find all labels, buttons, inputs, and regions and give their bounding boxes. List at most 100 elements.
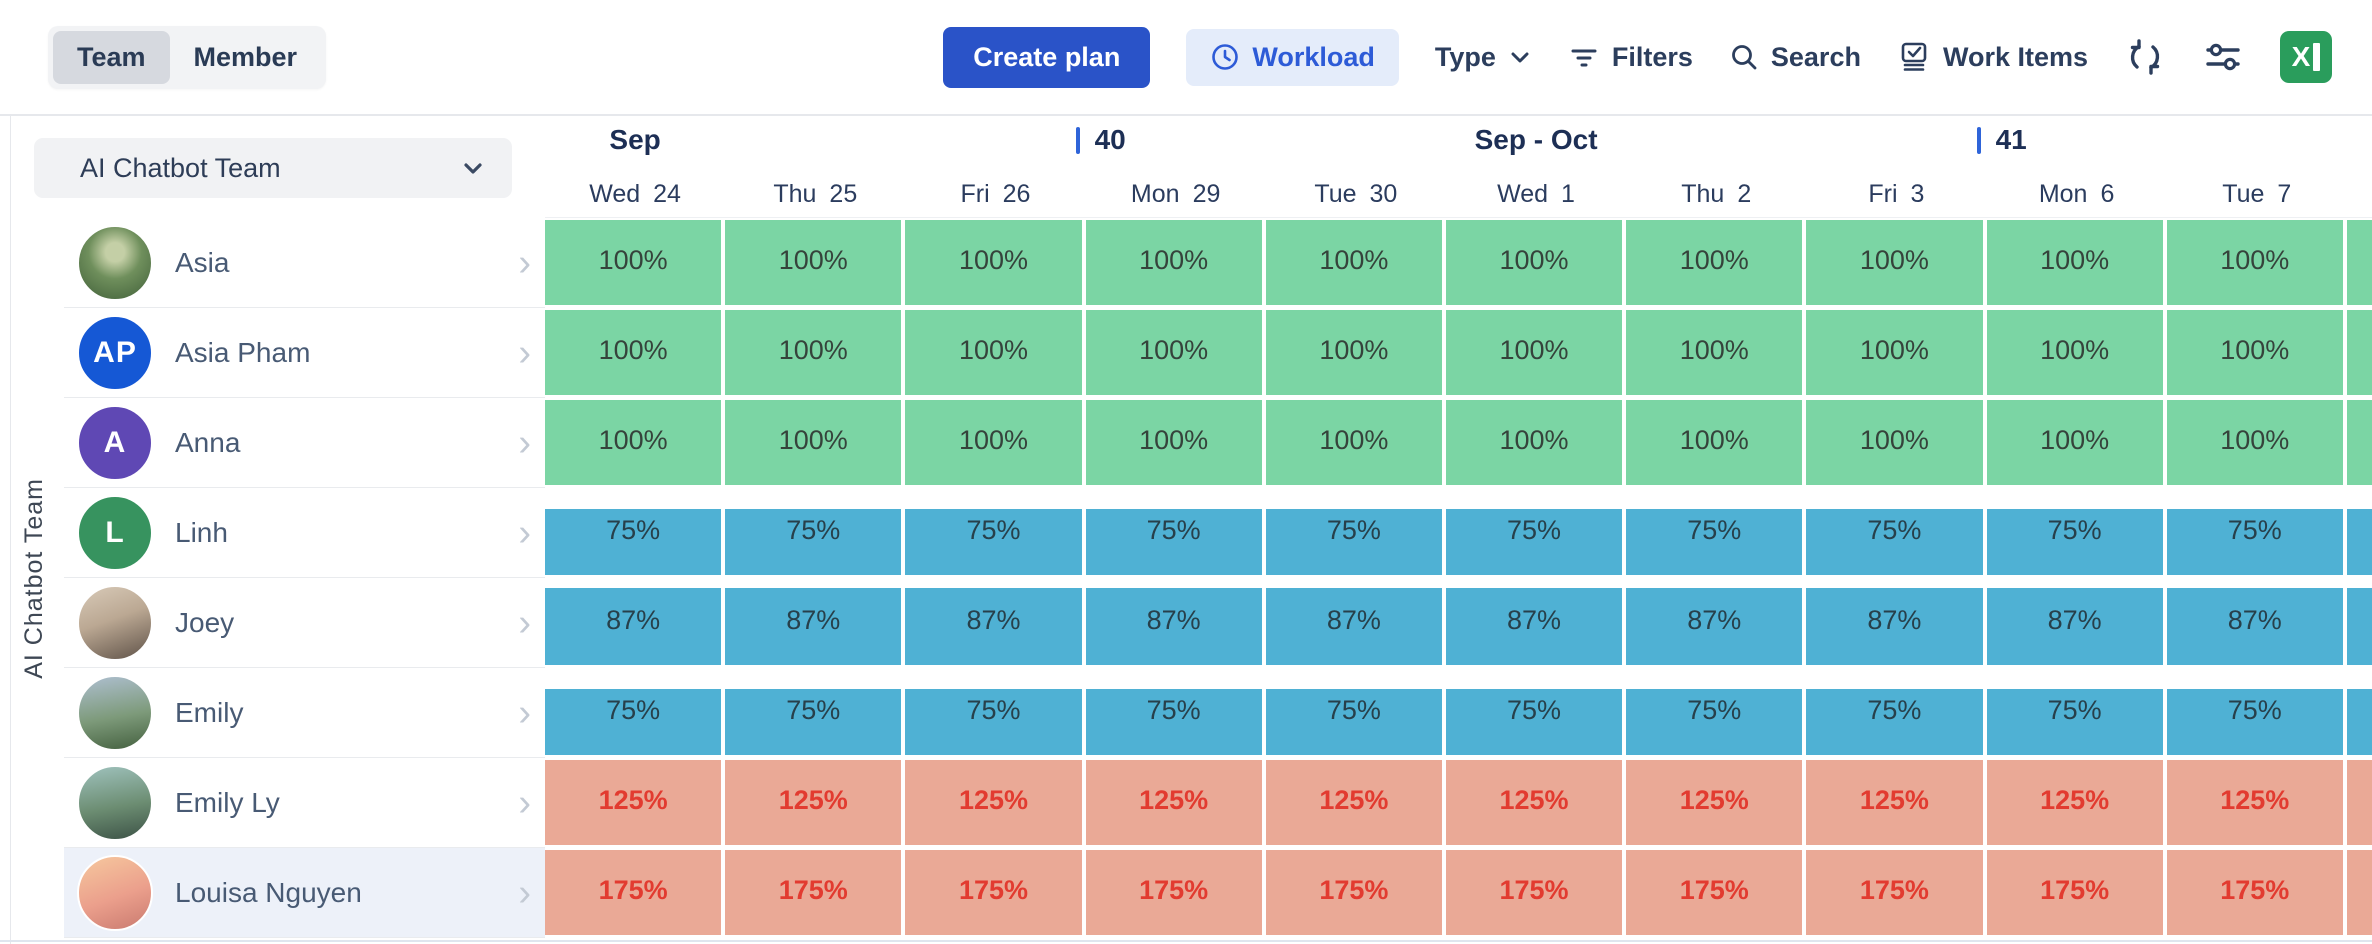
- search-button[interactable]: Search: [1729, 42, 1861, 73]
- view-toggle-team[interactable]: Team: [53, 30, 170, 84]
- member-row-emily-ly[interactable]: Emily Ly ›: [64, 758, 545, 848]
- export-excel-button[interactable]: X: [2280, 31, 2332, 83]
- workload-cell[interactable]: 75%: [1085, 488, 1266, 578]
- workload-cell[interactable]: 175%: [545, 848, 725, 938]
- view-toggle-member[interactable]: Member: [193, 41, 298, 72]
- workload-cell[interactable]: 125%: [725, 758, 905, 848]
- workload-cell[interactable]: 175%: [725, 848, 905, 938]
- workload-cell[interactable]: 100%: [1806, 308, 1986, 398]
- create-plan-button[interactable]: Create plan: [943, 26, 1151, 88]
- workload-cell[interactable]: 75%: [1986, 488, 2167, 578]
- workload-cell[interactable]: 75%: [2166, 488, 2347, 578]
- workload-cell[interactable]: 100%: [1986, 218, 2167, 308]
- workload-cell[interactable]: 175%: [905, 848, 1085, 938]
- workload-cell[interactable]: 75%: [545, 668, 725, 758]
- workload-cell[interactable]: 100%: [1445, 398, 1626, 488]
- workload-cell[interactable]: 75%: [1626, 668, 1806, 758]
- chevron-right-icon[interactable]: ›: [518, 511, 531, 554]
- workload-cell[interactable]: 100%: [1445, 218, 1626, 308]
- workload-cell[interactable]: 125%: [1986, 758, 2167, 848]
- workload-cell[interactable]: 100%: [905, 398, 1085, 488]
- workload-cell[interactable]: 100%: [905, 218, 1085, 308]
- workload-cell[interactable]: 100%: [905, 308, 1085, 398]
- workload-cell[interactable]: 125%: [905, 758, 1085, 848]
- workload-cell[interactable]: 100%: [1265, 398, 1446, 488]
- team-selector[interactable]: AI Chatbot Team: [34, 138, 512, 198]
- filters-button[interactable]: Filters: [1568, 41, 1693, 73]
- workload-cell[interactable]: 75%: [725, 668, 905, 758]
- workload-cell[interactable]: 100%: [1986, 398, 2167, 488]
- workload-cell[interactable]: 175%: [1806, 848, 1986, 938]
- member-row-joey[interactable]: Joey ›: [64, 578, 545, 668]
- member-row-asia-pham[interactable]: AP Asia Pham ›: [64, 308, 545, 398]
- workload-button[interactable]: Workload: [1186, 28, 1399, 86]
- workload-cell[interactable]: 100%: [545, 398, 725, 488]
- workload-cell-partial[interactable]: [2346, 578, 2372, 668]
- chevron-right-icon[interactable]: ›: [518, 331, 531, 374]
- workload-cell[interactable]: 100%: [1085, 398, 1266, 488]
- chevron-right-icon[interactable]: ›: [518, 781, 531, 824]
- workload-cell[interactable]: 75%: [905, 668, 1085, 758]
- workload-cell[interactable]: 125%: [1626, 758, 1806, 848]
- chevron-right-icon[interactable]: ›: [518, 691, 531, 734]
- type-dropdown[interactable]: Type: [1435, 42, 1532, 73]
- workload-cell[interactable]: 125%: [1265, 758, 1446, 848]
- workload-cell[interactable]: 100%: [545, 308, 725, 398]
- workload-cell[interactable]: 75%: [725, 488, 905, 578]
- chevron-right-icon[interactable]: ›: [518, 871, 531, 914]
- workload-cell[interactable]: 100%: [1265, 218, 1446, 308]
- workload-cell[interactable]: 87%: [1986, 578, 2167, 668]
- workload-cell[interactable]: 75%: [1445, 488, 1626, 578]
- chevron-right-icon[interactable]: ›: [518, 601, 531, 644]
- workload-cell[interactable]: 125%: [1085, 758, 1266, 848]
- workload-cell[interactable]: 175%: [1626, 848, 1806, 938]
- workload-cell[interactable]: 175%: [1445, 848, 1626, 938]
- chevron-right-icon[interactable]: ›: [518, 421, 531, 464]
- workload-cell[interactable]: 100%: [2166, 308, 2347, 398]
- workload-cell[interactable]: 75%: [1265, 668, 1446, 758]
- chevron-right-icon[interactable]: ›: [518, 241, 531, 284]
- workload-cell[interactable]: 75%: [1626, 488, 1806, 578]
- workload-cell[interactable]: 100%: [545, 218, 725, 308]
- workload-cell[interactable]: 87%: [1445, 578, 1626, 668]
- workload-cell[interactable]: 87%: [1806, 578, 1986, 668]
- workload-cell[interactable]: 100%: [1085, 308, 1266, 398]
- workload-cell[interactable]: 125%: [545, 758, 725, 848]
- workload-cell[interactable]: 100%: [2166, 218, 2347, 308]
- member-row-asia[interactable]: Asia ›: [64, 218, 545, 308]
- workload-cell[interactable]: 75%: [1806, 488, 1986, 578]
- workload-cell[interactable]: 100%: [2166, 398, 2347, 488]
- workload-cell[interactable]: 100%: [1806, 218, 1986, 308]
- workload-cell-partial[interactable]: [2346, 848, 2372, 938]
- workload-cell[interactable]: 125%: [1445, 758, 1626, 848]
- workload-cell[interactable]: 100%: [725, 218, 905, 308]
- workload-cell[interactable]: 175%: [1986, 848, 2167, 938]
- workload-cell[interactable]: 175%: [1085, 848, 1266, 938]
- member-row-emily[interactable]: Emily ›: [64, 668, 545, 758]
- workload-cell[interactable]: 100%: [1265, 308, 1446, 398]
- workload-cell[interactable]: 75%: [1265, 488, 1446, 578]
- workload-cell[interactable]: 100%: [1626, 398, 1806, 488]
- workload-cell[interactable]: 100%: [1626, 218, 1806, 308]
- workload-cell[interactable]: 75%: [1806, 668, 1986, 758]
- workload-cell-partial[interactable]: [2346, 218, 2372, 308]
- workload-cell[interactable]: 87%: [2166, 578, 2347, 668]
- workload-cell[interactable]: 87%: [1626, 578, 1806, 668]
- workload-cell[interactable]: 100%: [1986, 308, 2167, 398]
- workload-cell[interactable]: 75%: [545, 488, 725, 578]
- workload-cell[interactable]: 87%: [545, 578, 725, 668]
- workload-cell-partial[interactable]: [2346, 488, 2372, 578]
- workload-cell-partial[interactable]: [2346, 398, 2372, 488]
- workload-cell[interactable]: 175%: [1265, 848, 1446, 938]
- workload-cell[interactable]: 125%: [2166, 758, 2347, 848]
- workload-cell[interactable]: 100%: [1445, 308, 1626, 398]
- workload-cell[interactable]: 100%: [725, 308, 905, 398]
- workload-cell[interactable]: 100%: [1626, 308, 1806, 398]
- workload-cell[interactable]: 100%: [1806, 398, 1986, 488]
- member-row-anna[interactable]: A Anna ›: [64, 398, 545, 488]
- workload-cell[interactable]: 87%: [725, 578, 905, 668]
- work-items-button[interactable]: Work Items: [1897, 40, 2088, 74]
- workload-cell[interactable]: 75%: [905, 488, 1085, 578]
- workload-cell[interactable]: 75%: [1986, 668, 2167, 758]
- member-row-linh[interactable]: L Linh ›: [64, 488, 545, 578]
